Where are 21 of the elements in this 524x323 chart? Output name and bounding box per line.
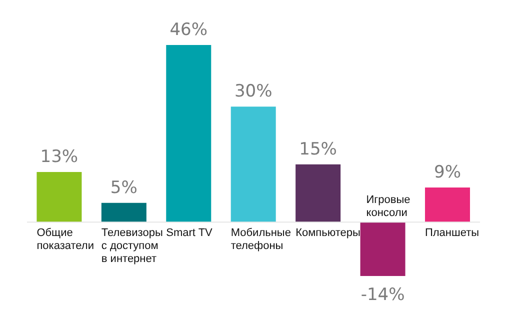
bar — [166, 45, 212, 222]
bar — [424, 187, 470, 222]
bar — [36, 172, 82, 222]
x-tick-label: Компьютеры — [296, 227, 360, 240]
x-tick-label: Общие показатели — [36, 227, 94, 252]
data-label: 13% — [40, 147, 78, 168]
bar — [296, 164, 341, 222]
x-tick-label: Планшеты — [424, 227, 480, 240]
data-label: 15% — [299, 139, 337, 160]
data-label: 5% — [110, 178, 138, 198]
x-tick-label: Телевизоры с доступом в интернет — [101, 227, 163, 266]
data-label: 9% — [434, 162, 461, 182]
bar — [101, 202, 146, 222]
x-tick-label: Мобильные телефоны — [230, 227, 291, 252]
data-label: 30% — [234, 82, 272, 102]
x-tick-label: Игровые консоли — [366, 194, 410, 220]
bar — [230, 106, 276, 222]
data-label: -14% — [360, 285, 405, 305]
x-tick-label: Smart TV — [166, 227, 214, 240]
data-label: 46% — [170, 20, 208, 40]
bar — [360, 222, 406, 276]
